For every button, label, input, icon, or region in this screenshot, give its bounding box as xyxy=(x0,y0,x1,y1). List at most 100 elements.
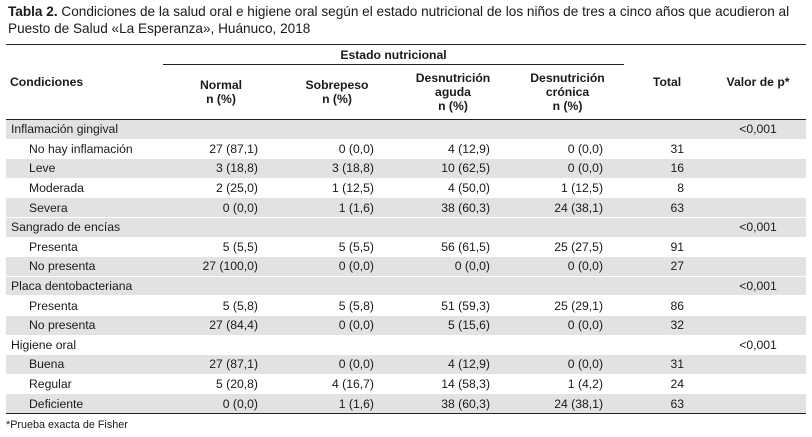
cell-total: 24 xyxy=(624,374,711,395)
cell-value: 1 (12,5) xyxy=(279,178,395,199)
cell-pvalue xyxy=(710,393,807,414)
cell-total xyxy=(624,119,711,140)
cell-value xyxy=(511,119,625,140)
cell-value: 56 (61,5) xyxy=(395,237,511,258)
cell-value xyxy=(511,335,625,356)
header-col-1: Sobrepeso n (%) xyxy=(279,64,395,120)
row-label: No presenta xyxy=(6,256,163,277)
cell-value: 3 (18,8) xyxy=(279,158,395,179)
group-row: Inflamación gingival <0,001 xyxy=(6,119,807,140)
cell-value: 1 (1,6) xyxy=(279,393,395,414)
cell-pvalue: <0,001 xyxy=(710,217,807,238)
group-label: Placa dentobacteriana xyxy=(6,276,163,297)
header-col-text: Normal xyxy=(200,78,242,92)
row-label: Presenta xyxy=(6,237,163,258)
cell-value xyxy=(279,119,395,140)
row-label: Moderada xyxy=(6,178,163,199)
cell-pvalue xyxy=(710,197,807,218)
header-col-text: n (%) xyxy=(438,99,468,113)
cell-value xyxy=(163,276,279,297)
table-row: No presenta 27 (84,4) 0 (0,0) 5 (15,6) 0 (0,… xyxy=(6,315,807,336)
table-row: Deficiente 0 (0,0) 1 (1,6) 38 (60,3) 24 (38,… xyxy=(6,393,807,414)
table-row: No hay inflamación 27 (87,1) 0 (0,0) 4 (12,… xyxy=(6,139,807,160)
cell-value: 0 (0,0) xyxy=(511,158,625,179)
cell-pvalue xyxy=(710,237,807,258)
cell-value: 0 (0,0) xyxy=(163,197,279,218)
cell-value: 4 (50,0) xyxy=(395,178,511,199)
table-row: Moderada 2 (25,0) 1 (12,5) 4 (50,0) 1 (12,5)… xyxy=(6,178,807,199)
row-label: No presenta xyxy=(6,315,163,336)
cell-value: 27 (87,1) xyxy=(163,139,279,160)
cell-pvalue xyxy=(710,158,807,179)
row-label: Deficiente xyxy=(6,393,163,414)
header-col-text: crónica xyxy=(545,85,590,99)
group-row: Placa dentobacteriana <0,001 xyxy=(6,276,807,297)
cell-value xyxy=(163,119,279,140)
table-row: Leve 3 (18,8) 3 (18,8) 10 (62,5) 0 (0,0) 16 xyxy=(6,158,807,179)
header-col-text: n (%) xyxy=(322,92,352,106)
cell-value xyxy=(163,217,279,238)
cell-value: 0 (0,0) xyxy=(511,354,625,375)
cell-value: 27 (100,0) xyxy=(163,256,279,277)
cell-value: 0 (0,0) xyxy=(511,256,625,277)
cell-pvalue xyxy=(710,256,807,277)
header-pvalue: Valor de p* xyxy=(710,44,807,120)
cell-value: 27 (87,1) xyxy=(163,354,279,375)
group-label: Inflamación gingival xyxy=(6,119,163,140)
row-label: Buena xyxy=(6,354,163,375)
cell-value xyxy=(395,335,511,356)
cell-total: 16 xyxy=(624,158,711,179)
cell-value: 0 (0,0) xyxy=(511,139,625,160)
cell-value: 24 (38,1) xyxy=(511,393,625,414)
cell-total xyxy=(624,217,711,238)
cell-pvalue: <0,001 xyxy=(710,335,807,356)
cell-pvalue xyxy=(710,139,807,160)
cell-value: 10 (62,5) xyxy=(395,158,511,179)
cell-value xyxy=(395,276,511,297)
cell-value: 5 (15,6) xyxy=(395,315,511,336)
cell-value: 0 (0,0) xyxy=(395,256,511,277)
cell-pvalue xyxy=(710,374,807,395)
cell-value xyxy=(395,217,511,238)
cell-value: 0 (0,0) xyxy=(279,315,395,336)
cell-value: 38 (60,3) xyxy=(395,393,511,414)
table-caption: Tabla 2. Condiciones de la salud oral e … xyxy=(8,3,808,37)
cell-value xyxy=(279,335,395,356)
header-col-text: Desnutrición xyxy=(415,71,491,85)
cell-value xyxy=(511,217,625,238)
cell-pvalue xyxy=(710,178,807,199)
cell-total: 31 xyxy=(624,139,711,160)
cell-value: 0 (0,0) xyxy=(163,393,279,414)
header-col-0: Normal n (%) xyxy=(163,64,279,120)
cell-value xyxy=(511,276,625,297)
cell-value: 1 (1,6) xyxy=(279,197,395,218)
cell-value xyxy=(279,217,395,238)
header-estado-nutricional: Estado nutricional xyxy=(163,44,625,65)
header-col-text: Sobrepeso xyxy=(305,78,369,92)
header-total: Total xyxy=(624,44,711,120)
table-row: Presenta 5 (5,5) 5 (5,5) 56 (61,5) 25 (27,5)… xyxy=(6,237,807,258)
table-row: Presenta 5 (5,8) 5 (5,8) 51 (59,3) 25 (29,1)… xyxy=(6,295,807,316)
cell-pvalue: <0,001 xyxy=(710,276,807,297)
cell-total: 63 xyxy=(624,197,711,218)
header-col-text: n (%) xyxy=(206,92,236,106)
cell-total: 32 xyxy=(624,315,711,336)
header-col-text: n (%) xyxy=(552,99,583,113)
cell-value: 27 (84,4) xyxy=(163,315,279,336)
cell-total: 63 xyxy=(624,393,711,414)
header-col-text: aguda xyxy=(435,85,471,99)
table-row: No presenta 27 (100,0) 0 (0,0) 0 (0,0) 0 (0,… xyxy=(6,256,807,277)
cell-value: 2 (25,0) xyxy=(163,178,279,199)
cell-value: 4 (16,7) xyxy=(279,374,395,395)
cell-pvalue xyxy=(710,354,807,375)
cell-value: 5 (5,8) xyxy=(279,295,395,316)
cell-value: 38 (60,3) xyxy=(395,197,511,218)
cell-value: 25 (27,5) xyxy=(511,237,625,258)
cell-pvalue: <0,001 xyxy=(710,119,807,140)
cell-value: 0 (0,0) xyxy=(279,256,395,277)
cell-total: 31 xyxy=(624,354,711,375)
header-col-text: Desnutrición xyxy=(530,71,605,85)
cell-total xyxy=(624,276,711,297)
group-row: Higiene oral <0,001 xyxy=(6,335,807,356)
